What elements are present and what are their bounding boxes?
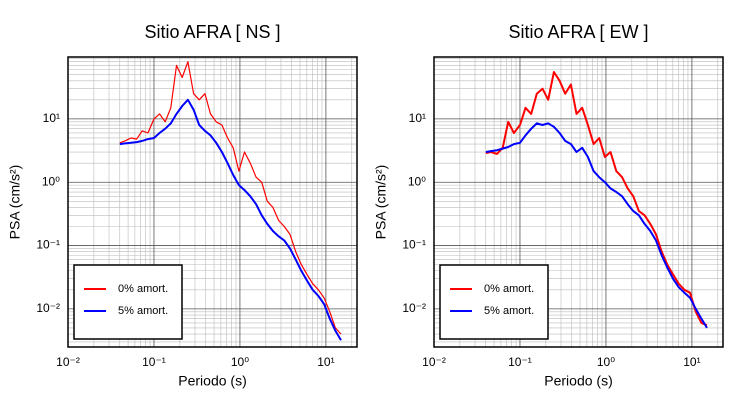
y-tick-label: 10⁻² <box>36 301 60 315</box>
series-line <box>119 98 342 341</box>
legend-box <box>73 264 183 340</box>
x-axis-label: Periodo (s) <box>544 373 612 389</box>
series-line <box>485 71 708 327</box>
y-axis-label: PSA (cm/s²) <box>7 165 23 240</box>
series-line <box>119 61 342 335</box>
x-tick-label: 10⁻¹ <box>142 355 166 369</box>
x-tick-label: 10¹ <box>317 355 334 369</box>
legend-label: 0% amort. <box>118 283 168 295</box>
x-tick-label: 10⁻² <box>422 355 446 369</box>
legend-box <box>439 264 549 340</box>
y-tick-label: 10¹ <box>409 111 426 125</box>
x-axis-label: Periodo (s) <box>178 373 246 389</box>
x-tick-label: 10⁰ <box>597 355 615 369</box>
y-tick-label: 10⁰ <box>408 174 426 188</box>
series-line <box>485 122 708 329</box>
x-tick-label: 10⁻¹ <box>508 355 532 369</box>
y-tick-label: 10⁰ <box>42 174 60 188</box>
y-tick-label: 10⁻¹ <box>402 238 426 252</box>
plot-frame <box>433 56 724 348</box>
x-tick-label: 10¹ <box>683 355 700 369</box>
legend-label: 5% amort. <box>118 305 168 317</box>
legend-label: 0% amort. <box>484 283 534 295</box>
y-axis-label: PSA (cm/s²) <box>373 165 389 240</box>
x-tick-label: 10⁻² <box>56 355 80 369</box>
y-tick-label: 10⁻² <box>402 301 426 315</box>
y-tick-label: 10⁻¹ <box>36 238 60 252</box>
legend-label: 5% amort. <box>484 305 534 317</box>
x-tick-label: 10⁰ <box>231 355 249 369</box>
plot-frame <box>67 56 358 348</box>
y-tick-label: 10¹ <box>43 111 60 125</box>
chart-title: Sitio AFRA [ NS ] <box>144 22 280 42</box>
chart-title: Sitio AFRA [ EW ] <box>508 22 648 42</box>
